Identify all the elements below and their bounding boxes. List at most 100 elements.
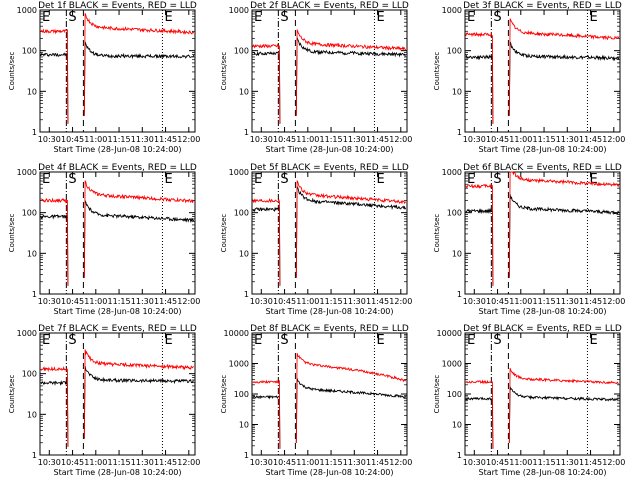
series-line-events [465, 386, 619, 449]
x-tick-label: 11:45 [154, 135, 177, 144]
plot-frame [464, 332, 621, 456]
x-tick-label: 11:15 [533, 135, 556, 144]
y-tick-label: 10 [27, 410, 37, 419]
chart-panel-9: Det 9f BLACK = Events, RED = LLD 1 10 100 10… [433, 324, 625, 477]
x-tick-label: 12:00 [602, 135, 625, 144]
x-tick-label: 11:15 [533, 297, 556, 306]
y-tick-label: 10 [27, 249, 37, 258]
x-tick-label: 12:00 [389, 458, 412, 467]
x-tick-label: 11:15 [108, 135, 131, 144]
x-tick-label: 11:30 [556, 458, 579, 467]
y-tick-label: 1 [457, 451, 462, 460]
chart-panel-8: Det 8f BLACK = Events, RED = LLD 1 10 100 10… [220, 324, 412, 477]
series-line-events [465, 194, 620, 286]
plot-frame [251, 171, 408, 295]
x-tick-label: 11:30 [556, 297, 579, 306]
x-tick-label: 11:45 [579, 135, 602, 144]
x-tick-label: 11:30 [131, 135, 154, 144]
y-axis-label: Counts/sec [433, 214, 441, 253]
x-tick-label: 10:45 [486, 135, 509, 144]
x-tick-label: 11:00 [84, 297, 107, 306]
plot-frame [464, 9, 621, 133]
x-tick-label: 10:45 [273, 135, 296, 144]
end-marker-label: E [589, 172, 597, 187]
x-tick-label: 11:15 [108, 297, 131, 306]
x-tick-label: 11:30 [343, 297, 366, 306]
series-line-lld [252, 29, 406, 124]
chart-title: Det 1f BLACK = Events, RED = LLD [38, 1, 197, 11]
series-line-events [252, 37, 406, 124]
left-corner-marker: E [42, 172, 50, 187]
x-tick-label: 10:30 [38, 135, 61, 144]
series-line-lld [252, 352, 407, 449]
y-axis-label: Counts/sec [8, 52, 16, 91]
chart-title: Det 7f BLACK = Events, RED = LLD [38, 324, 197, 334]
y-axis-label: Counts/sec [8, 375, 16, 414]
left-corner-marker: E [42, 10, 50, 25]
chart-title: Det 6f BLACK = Events, RED = LLD [463, 163, 622, 173]
y-tick-label: 100 [22, 209, 37, 218]
end-marker-label: E [376, 10, 384, 25]
x-tick-label: 10:30 [38, 297, 61, 306]
series-line-lld [465, 171, 620, 286]
x-tick-label: 11:45 [366, 297, 389, 306]
x-tick-label: 11:30 [343, 458, 366, 467]
y-tick-label: 1 [32, 451, 37, 460]
chart-panel-3: Det 3f BLACK = Events, RED = LLD 1 10 100 10… [433, 1, 625, 154]
chart-title: Det 9f BLACK = Events, RED = LLD [463, 324, 622, 334]
x-axis-label: Start Time (28-Jun-08 10:24:00) [479, 307, 607, 316]
chart-panel-1: Det 1f BLACK = Events, RED = LLD 1 10 100 10… [8, 1, 200, 154]
y-tick-label: 100 [447, 47, 462, 56]
end-marker-label: E [589, 333, 597, 348]
chart-title: Det 4f BLACK = Events, RED = LLD [38, 163, 197, 173]
x-tick-label: 11:15 [320, 297, 343, 306]
plot-frame [251, 9, 408, 133]
x-tick-label: 10:30 [463, 135, 486, 144]
x-axis-label: Start Time (28-Jun-08 10:24:00) [54, 145, 182, 154]
y-tick-label: 10 [452, 249, 462, 258]
start-marker-label: S [280, 172, 288, 187]
left-corner-marker: E [254, 333, 262, 348]
end-marker-label: E [376, 333, 384, 348]
x-tick-label: 11:30 [131, 458, 154, 467]
y-tick-label: 1000 [442, 360, 462, 369]
y-tick-label: 100 [234, 390, 249, 399]
x-tick-label: 10:30 [463, 458, 486, 467]
series-line-lld [465, 367, 619, 449]
x-tick-label: 11:30 [343, 135, 366, 144]
x-tick-label: 11:45 [366, 458, 389, 467]
start-marker-label: S [68, 333, 76, 348]
x-tick-label: 11:00 [84, 458, 107, 467]
x-tick-label: 11:45 [366, 135, 389, 144]
x-tick-label: 12:00 [177, 135, 200, 144]
start-marker-label: S [68, 172, 76, 187]
plot-frame [39, 9, 196, 133]
chart-panel-2: Det 2f BLACK = Events, RED = LLD 1 10 100 10… [220, 1, 412, 154]
chart-title: Det 2f BLACK = Events, RED = LLD [250, 1, 409, 11]
x-tick-label: 11:00 [509, 458, 532, 467]
left-corner-marker: E [42, 333, 50, 348]
x-tick-label: 10:45 [61, 135, 84, 144]
y-tick-label: 100 [22, 47, 37, 56]
y-tick-label: 1000 [229, 6, 249, 15]
left-corner-marker: E [254, 172, 262, 187]
x-tick-label: 10:45 [61, 458, 84, 467]
x-tick-label: 11:45 [154, 458, 177, 467]
y-tick-label: 10000 [437, 329, 462, 338]
x-tick-label: 10:45 [486, 458, 509, 467]
y-tick-label: 10 [452, 87, 462, 96]
series-line-events [252, 378, 407, 449]
x-axis-label: Start Time (28-Jun-08 10:24:00) [266, 468, 394, 477]
series-line-events [465, 41, 620, 124]
x-tick-label: 12:00 [389, 297, 412, 306]
series-line-events [252, 186, 407, 286]
x-tick-label: 10:30 [250, 458, 273, 467]
y-tick-label: 10000 [224, 329, 249, 338]
plot-frame [251, 332, 408, 456]
x-tick-label: 11:45 [154, 297, 177, 306]
left-corner-marker: E [467, 172, 475, 187]
series-line-lld [40, 180, 195, 286]
chart-title: Det 8f BLACK = Events, RED = LLD [250, 324, 409, 334]
end-marker-label: E [164, 10, 172, 25]
series-line-lld [252, 180, 407, 286]
